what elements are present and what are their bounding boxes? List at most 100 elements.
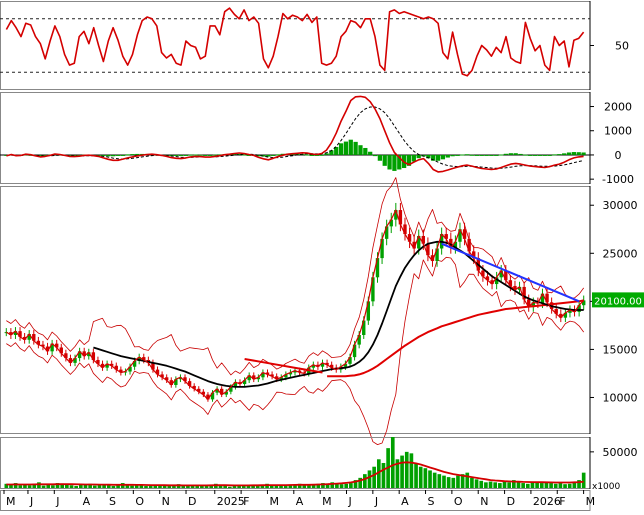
macd-histogram-bar: [577, 152, 581, 155]
macd-histogram-bar: [557, 154, 561, 155]
x-axis-tick-label: F: [243, 495, 249, 508]
volume-bar: [28, 485, 32, 488]
macd-histogram-bar: [354, 142, 358, 155]
volume-bar: [419, 467, 423, 488]
x-axis-tick-label: O: [454, 495, 463, 508]
macd-histogram-bar: [349, 140, 353, 155]
x-axis-tick-label: D: [188, 495, 196, 508]
macd-histogram-bar: [130, 154, 134, 155]
macd-histogram-bar: [198, 155, 202, 156]
price-tick-label: 15000: [603, 343, 638, 356]
x-axis-tick-label: A: [401, 495, 409, 508]
macd-histogram-bar: [111, 155, 115, 156]
macd-histogram-bar: [460, 155, 464, 156]
volume-bar: [493, 482, 497, 488]
macd-histogram-bar: [581, 152, 585, 154]
macd-histogram-bar: [484, 155, 488, 156]
x-axis-tick-label: A: [83, 495, 91, 508]
macd-histogram-bar: [499, 155, 503, 156]
x-axis-tick-label: A: [296, 495, 304, 508]
volume-tick-label: 50000: [603, 446, 638, 459]
volume-bar: [181, 486, 185, 488]
x-axis-tick-label: 2025: [217, 495, 245, 508]
macd-histogram-bar: [266, 155, 270, 157]
volume-bar: [368, 470, 372, 488]
macd-histogram-bar: [368, 152, 372, 155]
x-axis-tick-label: J: [374, 495, 378, 508]
volume-bar: [256, 486, 260, 488]
macd-histogram-bar: [387, 155, 391, 170]
macd-histogram-bar: [106, 155, 110, 156]
macd-histogram-bar: [548, 155, 552, 156]
macd-histogram-bar: [363, 148, 367, 155]
macd-histogram-bar: [509, 153, 513, 155]
volume-bar: [167, 486, 171, 488]
macd-histogram-bar: [358, 145, 362, 155]
volume-bar: [363, 474, 367, 488]
x-axis-tick-label: D: [507, 495, 515, 508]
macd-histogram-bar: [475, 155, 479, 156]
macd-histogram-bar: [528, 155, 532, 156]
volume-bar: [568, 484, 572, 488]
macd-histogram-bar: [552, 154, 556, 155]
rsi-tick-label: 50: [615, 40, 629, 53]
macd-histogram-bar: [135, 154, 139, 155]
x-axis-tick-label: M: [322, 495, 332, 508]
volume-bar: [489, 482, 493, 488]
macd-histogram-bar: [489, 155, 493, 156]
volume-bar: [51, 485, 55, 488]
price-tick-label: 10000: [603, 391, 638, 404]
macd-histogram-bar: [523, 155, 527, 156]
volume-bar: [112, 486, 116, 488]
volume-bar: [228, 487, 232, 488]
macd-histogram-bar: [116, 155, 120, 156]
macd-tick-label: 0: [615, 149, 622, 162]
x-axis-tick-label: M: [586, 495, 596, 508]
volume-bar: [517, 482, 521, 488]
volume-bar: [521, 483, 525, 488]
volume-bar: [554, 484, 558, 488]
volume-bar: [107, 485, 111, 488]
macd-histogram-bar: [305, 155, 309, 156]
volume-bar: [540, 483, 544, 488]
volume-bar: [74, 486, 78, 488]
volume-bar: [410, 453, 414, 488]
macd-histogram-bar: [543, 155, 547, 156]
current-price-label: 20100.00: [594, 296, 642, 307]
macd-histogram-bar: [339, 143, 343, 155]
volume-bar: [563, 484, 567, 488]
macd-histogram-bar: [184, 155, 188, 156]
x-axis-tick-label: J: [347, 495, 351, 508]
macd-histogram-bar: [446, 155, 450, 158]
price-tick-label: 25000: [603, 247, 638, 260]
x-axis-tick-label: S: [428, 495, 435, 508]
volume-bar: [526, 484, 530, 488]
price-tick-label: 30000: [603, 199, 638, 212]
macd-histogram-bar: [271, 155, 275, 156]
volume-bar: [470, 478, 474, 488]
x-axis-tick-label: 2026: [533, 495, 561, 508]
volume-bar: [144, 486, 148, 488]
volume-bar: [507, 482, 511, 488]
volume-bar: [18, 485, 22, 488]
macd-histogram-bar: [392, 155, 396, 171]
macd-histogram-bar: [276, 154, 280, 155]
macd-histogram-bar: [494, 155, 498, 156]
macd-histogram-bar: [126, 154, 130, 155]
macd-histogram-bar: [470, 155, 474, 156]
macd-histogram-bar: [208, 155, 212, 156]
volume-bar: [400, 456, 404, 488]
macd-histogram-bar: [310, 155, 314, 156]
x-axis-tick-label: J: [29, 495, 33, 508]
volume-bar: [275, 486, 279, 488]
macd-histogram-bar: [324, 153, 328, 155]
volume-bar: [475, 479, 479, 488]
x-axis-tick-label: N: [480, 495, 488, 508]
macd-histogram-bar: [533, 155, 537, 156]
volume-bar: [382, 463, 386, 488]
x-axis-tick-label: J: [55, 495, 59, 508]
volume-bar: [42, 486, 46, 488]
volume-bar: [284, 486, 288, 488]
macd-histogram-bar: [378, 155, 382, 161]
